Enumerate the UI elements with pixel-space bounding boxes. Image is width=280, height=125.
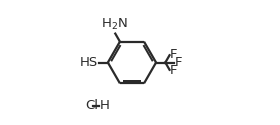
Text: F: F bbox=[174, 56, 182, 69]
Text: HS: HS bbox=[79, 56, 98, 69]
Text: F: F bbox=[170, 64, 178, 77]
Text: H: H bbox=[100, 99, 110, 112]
Text: F: F bbox=[170, 48, 178, 61]
Text: H$_2$N: H$_2$N bbox=[101, 17, 128, 32]
Text: Cl: Cl bbox=[85, 99, 98, 112]
